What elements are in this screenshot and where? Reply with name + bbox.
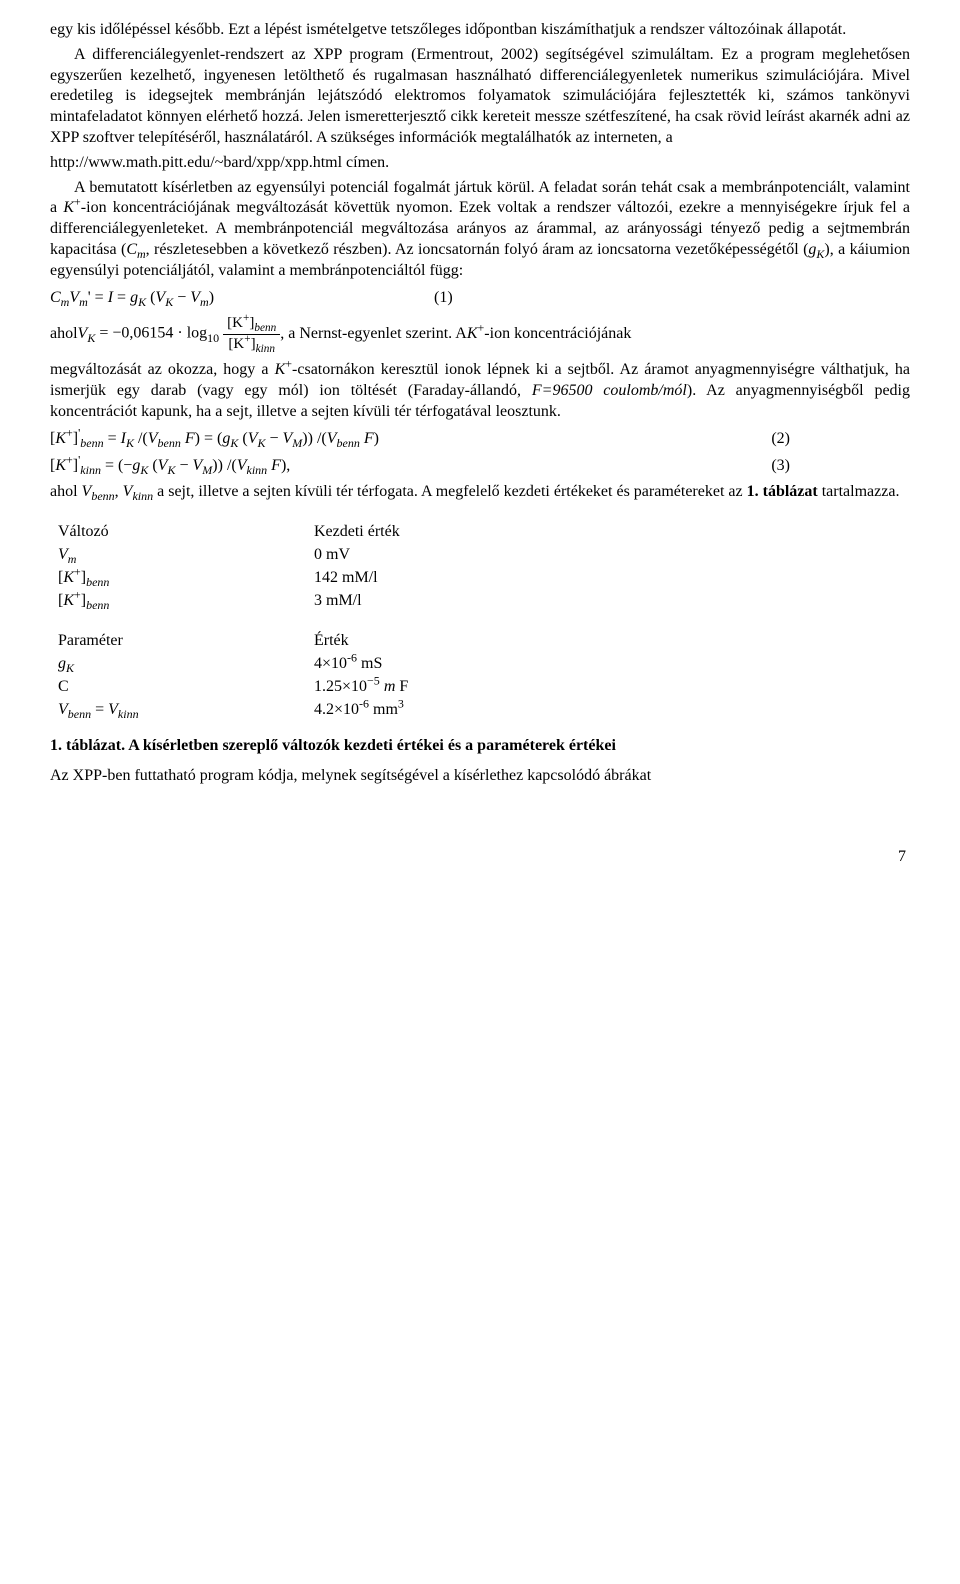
t2-var-2: Vbenn = Vkinn — [50, 699, 306, 722]
table2-header-var: Paraméter — [50, 630, 306, 653]
table-row: [K+]benn 3 mM/l — [50, 590, 408, 613]
caption-bold: 1. táblázat. A kísérletben szereplő vált… — [50, 737, 616, 754]
table-row: gK 4×10-6 mS — [50, 653, 416, 676]
p5-b: a sejt, illetve a sejten kívüli tér térf… — [153, 483, 747, 500]
t2-var-0: gK — [50, 653, 306, 676]
nernst-line: ahol VK = −0,06154 · log10 [K+]benn [K+]… — [50, 314, 910, 354]
nernst-tail2: -ion koncentrációjának — [484, 324, 631, 345]
table1-header-var: Változó — [50, 521, 306, 544]
eq2-number: (2) — [771, 429, 910, 450]
k-plus: K+ — [63, 199, 80, 216]
equation-3: [K+]'kinn = (−gK (VK − VM)) /(Vkinn F), … — [50, 456, 910, 477]
equation-1: CmVm' = I = gK (VK − Vm) (1) — [50, 288, 910, 309]
p5-d: tartalmazza. — [818, 483, 900, 500]
table-caption: 1. táblázat. A kísérletben szereplő vált… — [50, 736, 910, 757]
paragraph-last: Az XPP-ben futtatható program kódja, mel… — [50, 766, 910, 787]
t1-val-0: 0 mV — [306, 544, 408, 567]
table-row: [K+]benn 142 mM/l — [50, 567, 408, 590]
t1-var-0: Vm — [50, 544, 306, 567]
paragraph-1: egy kis időlépéssel később. Ezt a lépést… — [50, 20, 910, 41]
t1-val-1: 142 mM/l — [306, 567, 408, 590]
p3-part-c: , részletesebben a következő részben). A… — [146, 241, 809, 258]
table-row: C 1.25×10−5 m F — [50, 676, 416, 699]
eq1-number: (1) — [434, 288, 453, 309]
ahol-label: ahol — [50, 324, 78, 345]
p4-part-a: megváltozását az okozza, hogy a — [50, 361, 275, 378]
table-row: Paraméter Érték — [50, 630, 416, 653]
eq1-body: CmVm' = I = gK (VK − Vm) — [50, 288, 214, 309]
t1-var-2: [K+]benn — [50, 590, 306, 613]
paragraph-2: A differenciálegyenlet-rendszert az XPP … — [50, 45, 910, 149]
k-plus-3: K+ — [275, 361, 292, 378]
t2-val-2: 4.2×10-6 mm3 — [306, 699, 416, 722]
gk-symbol: gK — [808, 241, 824, 258]
page-number: 7 — [50, 847, 910, 868]
eq3-body: [K+]'kinn = (−gK (VK − VM)) /(Vkinn F), — [50, 456, 290, 477]
table-1-variables: Változó Kezdeti érték Vm 0 mV [K+]benn 1… — [50, 521, 408, 612]
table2-header-val: Érték — [306, 630, 416, 653]
t2-var-1: C — [50, 676, 306, 699]
k-plus-2: K+ — [467, 324, 484, 345]
table1-header-init: Kezdeti érték — [306, 521, 408, 544]
cm-symbol: Cm — [126, 241, 145, 258]
table-row: Vm 0 mV — [50, 544, 408, 567]
t2-val-0: 4×10-6 mS — [306, 653, 416, 676]
nernst-fraction: [K+]benn [K+]kinn — [223, 314, 280, 354]
paragraph-4: megváltozását az okozza, hogy a K+-csato… — [50, 360, 910, 422]
eq3-number: (3) — [771, 456, 910, 477]
t2-val-1: 1.25×10−5 m F — [306, 676, 416, 699]
equation-2: [K+]'benn = IK /(Vbenn F) = (gK (VK − VM… — [50, 429, 910, 450]
vbenn-vkinn: Vbenn, Vkinn — [82, 483, 154, 500]
url-line: http://www.math.pitt.edu/~bard/xpp/xpp.h… — [50, 153, 910, 174]
vk-expr: VK = −0,06154 · log10 [K+]benn [K+]kinn — [78, 314, 281, 354]
p5-a: ahol — [50, 483, 82, 500]
table-2-parameters: Paraméter Érték gK 4×10-6 mS C 1.25×10−5… — [50, 630, 416, 721]
paragraph-3: A bemutatott kísérletben az egyensúlyi p… — [50, 178, 910, 282]
eq2-body: [K+]'benn = IK /(Vbenn F) = (gK (VK − VM… — [50, 429, 379, 450]
t1-var-1: [K+]benn — [50, 567, 306, 590]
table-ref: 1. táblázat — [747, 483, 818, 500]
t1-val-2: 3 mM/l — [306, 590, 408, 613]
faraday: F=96500 coulomb/mól — [532, 382, 687, 399]
paragraph-5: ahol Vbenn, Vkinn a sejt, illetve a sejt… — [50, 482, 910, 503]
table-row: Vbenn = Vkinn 4.2×10-6 mm3 — [50, 699, 416, 722]
nernst-tail: , a Nernst-egyenlet szerint. A — [280, 324, 467, 345]
table-row: Változó Kezdeti érték — [50, 521, 408, 544]
